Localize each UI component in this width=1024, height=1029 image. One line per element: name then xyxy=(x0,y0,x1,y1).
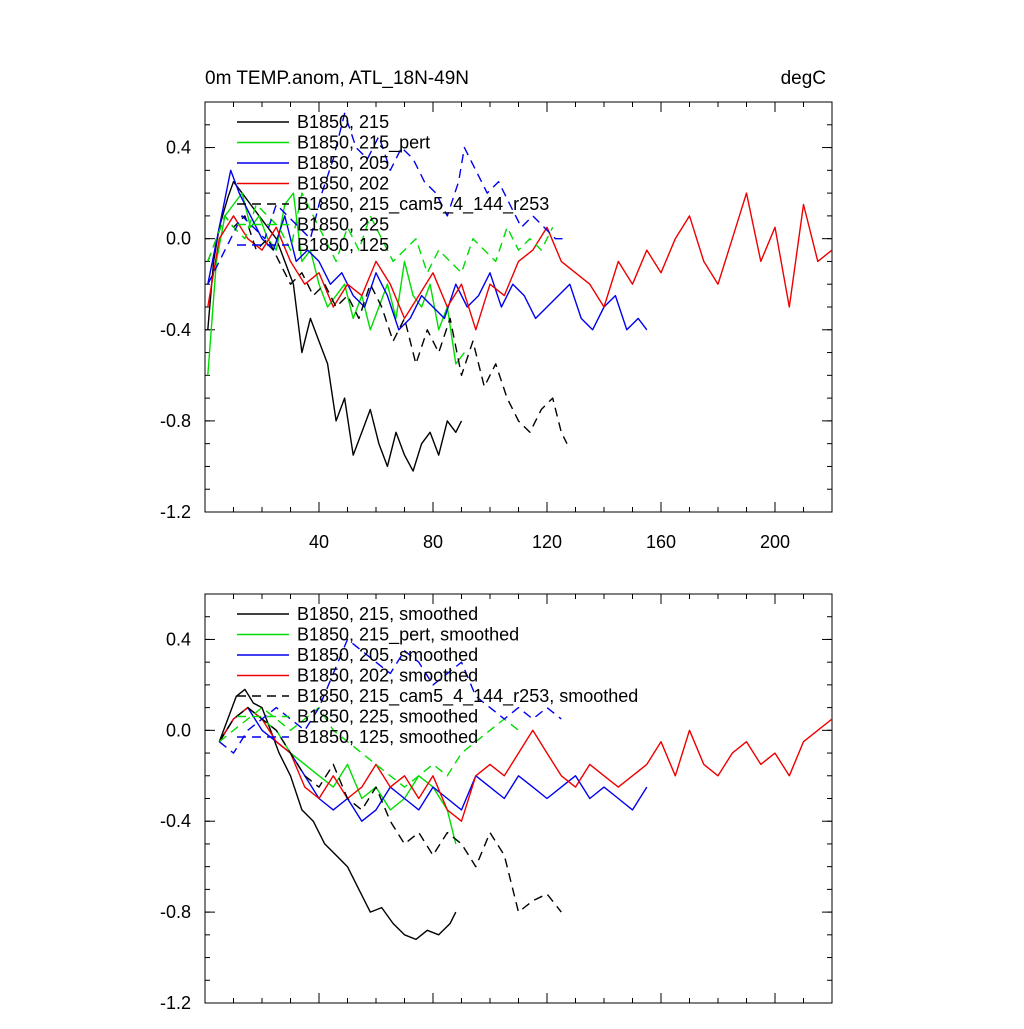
x-tick-label: 120 xyxy=(532,532,562,552)
legend-label: B1850, 202 xyxy=(297,174,389,194)
y-tick-label: 0.0 xyxy=(166,229,191,249)
units-label: degC xyxy=(781,68,826,89)
series-line-5 xyxy=(218,706,562,913)
series-line-7 xyxy=(207,112,565,285)
y-tick-label: 0.4 xyxy=(166,629,191,649)
y-tick-label: -0.4 xyxy=(160,811,191,831)
series-line-4 xyxy=(218,706,832,822)
chart-title: 0m TEMP.anom, ATL_18N-49N xyxy=(205,68,469,89)
y-tick-label: -0.4 xyxy=(160,320,191,340)
series-line-4 xyxy=(207,192,832,331)
x-tick-label: 80 xyxy=(423,532,443,552)
x-tick-label: 200 xyxy=(760,532,790,552)
y-tick-label: -0.8 xyxy=(160,902,191,922)
legend-label: B1850, 215_pert, smoothed xyxy=(297,625,519,646)
legend-label: B1850, 215, smoothed xyxy=(297,604,478,624)
series-line-2 xyxy=(207,192,465,376)
y-tick-label: 0.4 xyxy=(166,138,191,158)
y-tick-label: -1.2 xyxy=(160,502,191,522)
legend-label: B1850, 205 xyxy=(297,153,389,173)
legend-label: B1850, 202, smoothed xyxy=(297,666,478,686)
series-line-6 xyxy=(207,192,554,274)
legend-label: B1850, 215_cam5_4_144_r253 xyxy=(297,194,549,215)
legend-label: B1850, 125, smoothed xyxy=(297,727,478,747)
x-tick-label: 160 xyxy=(646,532,676,552)
legend-label: B1850, 215_pert xyxy=(297,133,430,154)
y-tick-label: -1.2 xyxy=(160,993,191,1013)
legend-label: B1850, 225, smoothed xyxy=(297,707,478,727)
series-line-7 xyxy=(218,638,562,754)
series-line-6 xyxy=(218,706,519,788)
y-tick-label: 0.0 xyxy=(166,720,191,740)
series-line-1 xyxy=(207,180,463,472)
legend-label: B1850, 225 xyxy=(297,215,389,235)
legend-label: B1850, 215 xyxy=(297,112,389,132)
legend-label: B1850, 125 xyxy=(297,235,389,255)
series-group xyxy=(207,112,832,472)
legend-label: B1850, 205, smoothed xyxy=(297,645,478,665)
series-line-1 xyxy=(218,688,457,941)
legend-label: B1850, 215_cam5_4_144_r253, smoothed xyxy=(297,686,638,707)
series-line-5 xyxy=(207,215,568,445)
panel-1: -1.2 -0.8 -0.4 0.0 0.4 40 80 120 160 200 0m TEMP.a… xyxy=(160,68,833,552)
x-tick-label: 40 xyxy=(309,532,329,552)
y-tick-label: -0.8 xyxy=(160,411,191,431)
